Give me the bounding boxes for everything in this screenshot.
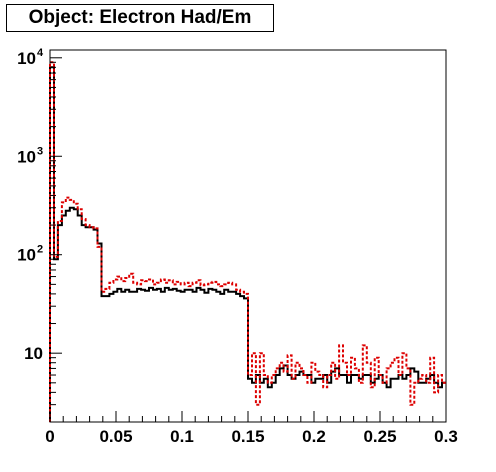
y-tick-label: 10 [17,49,36,68]
x-tick-label: 0.25 [363,427,396,446]
x-tick-label: 0.05 [99,427,132,446]
series-layer [50,62,446,422]
y-tick-exponent: 3 [37,145,43,157]
x-tick-label: 0 [45,427,54,446]
series-line-1 [50,62,446,422]
x-tick-label: 0.15 [231,427,264,446]
y-tick-label: 10 [17,147,36,166]
x-tick-label: 0.2 [302,427,326,446]
y-tick-exponent: 4 [37,47,44,59]
y-tick-label: 10 [17,246,36,265]
y-tick-label: 10 [24,344,43,363]
x-tick-label: 0.1 [170,427,194,446]
x-tick-label: 0.3 [434,427,458,446]
y-tick-exponent: 2 [37,244,43,256]
